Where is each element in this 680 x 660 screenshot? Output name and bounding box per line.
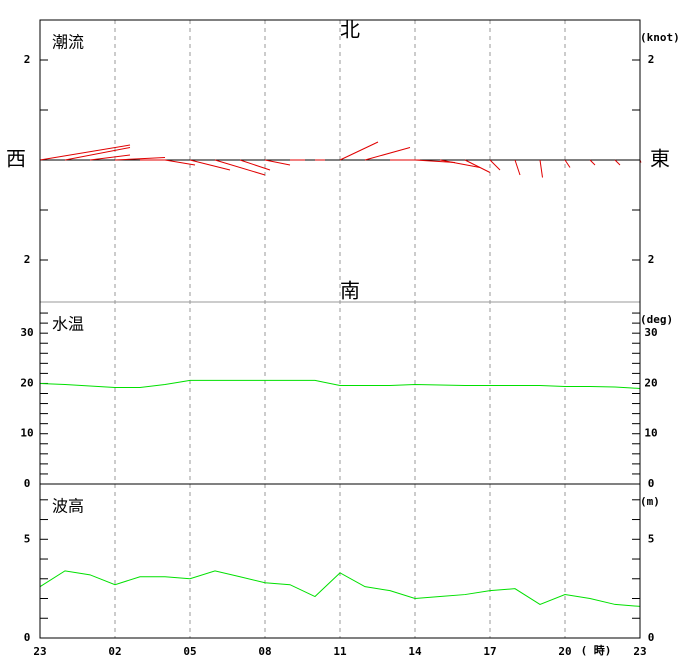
frame: [39, 19, 641, 639]
y-tick-label: 10: [644, 427, 657, 440]
current-vector: [239, 159, 271, 171]
x-tick-label: 02: [108, 645, 121, 658]
y-tick-label: 2: [24, 53, 31, 66]
y-tick-label: 30: [644, 326, 657, 339]
y-tick-label: 0: [24, 477, 31, 490]
direction-label: 東: [650, 147, 670, 171]
y-tick-label: 5: [648, 532, 655, 545]
direction-label: 西: [6, 147, 26, 171]
current-vector: [489, 159, 501, 171]
x-tick-label: 11: [333, 645, 347, 658]
current-vector: [264, 159, 291, 166]
current-vector: [89, 154, 131, 161]
y-tick-label: 30: [20, 326, 33, 339]
panel-title: 潮流: [52, 33, 84, 52]
x-tick-label: 17: [483, 645, 496, 658]
current-vector: [189, 159, 231, 171]
y-tick-label: 20: [20, 376, 33, 389]
current-vector: [114, 157, 166, 161]
current-vector: [339, 141, 379, 161]
panel-title: 水温: [52, 315, 84, 334]
current-vector: [214, 159, 266, 176]
current-vector: [514, 159, 521, 176]
x-tick-label: 05: [183, 645, 196, 658]
x-tick-label: 08: [258, 645, 271, 658]
current-vector: [464, 159, 491, 173]
panel-title: 波高: [52, 497, 84, 516]
x-axis-label: ( 時): [581, 643, 612, 657]
current-vector: [439, 159, 481, 168]
unit-label: (knot): [640, 31, 680, 44]
y-tick-label: 5: [24, 532, 31, 545]
current-vector: [589, 159, 596, 166]
y-tick-label: 0: [648, 477, 655, 490]
y-tick-label: 20: [644, 376, 657, 389]
current-vector: [364, 147, 411, 161]
current-vector: [614, 159, 621, 166]
y-tick-label: 0: [24, 631, 31, 644]
current-vector: [39, 144, 131, 161]
data-line: [39, 570, 641, 607]
x-tick-label: 23: [33, 645, 46, 658]
data-line: [39, 379, 641, 389]
current-vector: [539, 159, 543, 178]
x-tick-label: 20: [558, 645, 571, 658]
current-vector: [564, 159, 571, 168]
current-vector: [64, 147, 131, 161]
y-tick-label: 2: [648, 253, 655, 266]
direction-label: 北: [340, 18, 360, 42]
unit-label: (m): [640, 495, 660, 508]
x-tick-label: 14: [408, 645, 422, 658]
direction-label: 南: [340, 279, 360, 303]
current-vector: [414, 159, 456, 163]
y-tick-label: 2: [24, 253, 31, 266]
unit-label: (deg): [640, 313, 673, 326]
x-tick-label: 23: [633, 645, 646, 658]
current-vector: [164, 159, 196, 166]
y-tick-label: 2: [648, 53, 655, 66]
y-tick-label: 10: [20, 427, 33, 440]
y-tick-label: 0: [648, 631, 655, 644]
